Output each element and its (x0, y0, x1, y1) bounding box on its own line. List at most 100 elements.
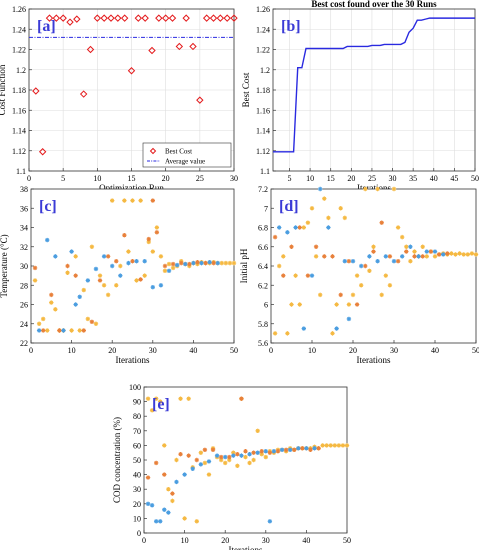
panel-label: [e] (152, 396, 170, 413)
data-point (326, 225, 331, 230)
data-point (239, 396, 244, 401)
data-point (77, 294, 82, 299)
data-point (453, 252, 458, 257)
data-point (367, 268, 372, 274)
data-point (66, 18, 74, 26)
data-point (191, 260, 196, 266)
data-point (81, 328, 86, 333)
data-point (230, 14, 238, 22)
data-point (202, 460, 208, 466)
data-point (81, 287, 86, 293)
data-point (198, 462, 204, 467)
data-point (179, 260, 184, 266)
data-point (178, 396, 183, 401)
data-point (301, 326, 306, 331)
data-point (118, 263, 123, 269)
data-point (114, 258, 119, 264)
y-tick-label: 1.16 (256, 106, 270, 115)
plot-area (31, 189, 234, 343)
y-tick-label: 34 (20, 224, 28, 233)
x-tick-label: 5 (61, 174, 65, 183)
data-point (387, 283, 393, 288)
data-point (318, 186, 323, 192)
data-point (154, 225, 160, 230)
data-point (195, 259, 200, 265)
data-point (461, 252, 466, 257)
x-tick-label: 10 (68, 346, 76, 355)
y-tick-label: 26 (20, 301, 28, 310)
y-tick-label: 30 (133, 485, 141, 494)
data-point (145, 501, 151, 506)
data-point (247, 460, 252, 466)
x-tick-label: 20 (347, 174, 355, 183)
data-point (322, 196, 327, 201)
x-tick-label: 40 (430, 174, 438, 183)
data-point (342, 258, 347, 264)
panel-label: [c] (39, 198, 57, 215)
y-tick-label: 5.6 (258, 339, 268, 348)
data-point (118, 273, 123, 278)
data-point (69, 249, 74, 254)
data-point (202, 447, 208, 452)
data-point (162, 443, 167, 448)
y-axis-label: Temperature (°C) (0, 234, 9, 297)
data-point (93, 321, 99, 326)
data-point (153, 460, 159, 466)
data-point (318, 292, 323, 298)
panel-e-chart: 0 10 20 30 40 50 0 10 20 30 40 50 60 70 80 90 100 Iterati… (112, 383, 351, 550)
data-point (89, 319, 95, 325)
data-point (267, 519, 273, 524)
x-axis-label: Iterations (116, 355, 150, 365)
data-point (210, 447, 216, 452)
data-point (53, 254, 58, 259)
data-point (395, 258, 401, 264)
data-point (206, 459, 212, 464)
data-point (281, 254, 286, 259)
x-tick-label: 45 (450, 174, 458, 183)
x-tick-label: 15 (128, 174, 136, 183)
y-tick-label: 70 (133, 427, 141, 436)
x-tick-label: 50 (472, 346, 479, 355)
data-point (207, 259, 212, 265)
panel-c-chart: 0 10 20 30 40 50 22 24 26 28 30 32 34 36 38 Iterations T… (0, 185, 238, 365)
x-tick-label: 20 (349, 346, 357, 355)
legend-entry: Best Cost (165, 148, 192, 156)
data-point (272, 234, 278, 240)
data-point (281, 273, 286, 278)
data-point (130, 198, 135, 203)
data-point (206, 472, 212, 477)
data-point (85, 278, 91, 283)
data-point (162, 268, 168, 274)
data-point (300, 446, 305, 451)
data-point (49, 292, 54, 298)
data-point (166, 261, 172, 267)
y-tick-label: 1.24 (12, 25, 26, 34)
data-point (59, 14, 67, 22)
data-point (400, 254, 405, 259)
y-axis-label: Initial pH (239, 248, 249, 283)
data-point (187, 261, 192, 267)
data-point (77, 328, 82, 333)
data-point (305, 273, 311, 278)
data-point (100, 14, 108, 22)
y-tick-label: 1.14 (256, 127, 270, 136)
data-point (65, 263, 70, 269)
panel-a-chart: 0 5 10 15 20 25 30 1.1 1.12 1.14 1.16 1.18 1.2 1.22 1.… (0, 5, 238, 193)
data-point (259, 451, 264, 457)
data-point (309, 206, 315, 211)
x-axis-label: Optimization Run (99, 183, 164, 193)
data-point (86, 45, 95, 54)
data-point (198, 450, 204, 455)
data-point (308, 447, 313, 452)
data-point (110, 263, 115, 269)
data-point (209, 14, 218, 22)
panel-label: [a] (37, 18, 56, 35)
data-point (134, 258, 139, 264)
data-point (183, 261, 188, 267)
data-point (416, 254, 421, 259)
data-point (203, 260, 208, 266)
data-point (126, 249, 131, 254)
data-point (69, 328, 74, 333)
x-tick-label: 20 (221, 536, 229, 545)
data-point (194, 519, 199, 524)
